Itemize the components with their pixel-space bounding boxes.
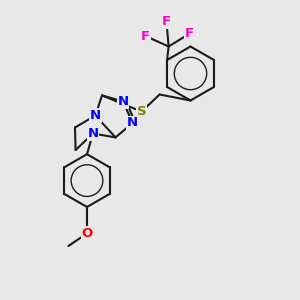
Text: N: N <box>87 127 99 140</box>
Text: N: N <box>127 116 138 130</box>
Text: O: O <box>81 227 93 240</box>
Text: S: S <box>137 105 146 118</box>
Text: N: N <box>117 95 129 108</box>
Text: N: N <box>90 109 101 122</box>
Text: F: F <box>162 15 171 28</box>
Text: F: F <box>141 29 150 43</box>
Text: F: F <box>185 27 194 40</box>
